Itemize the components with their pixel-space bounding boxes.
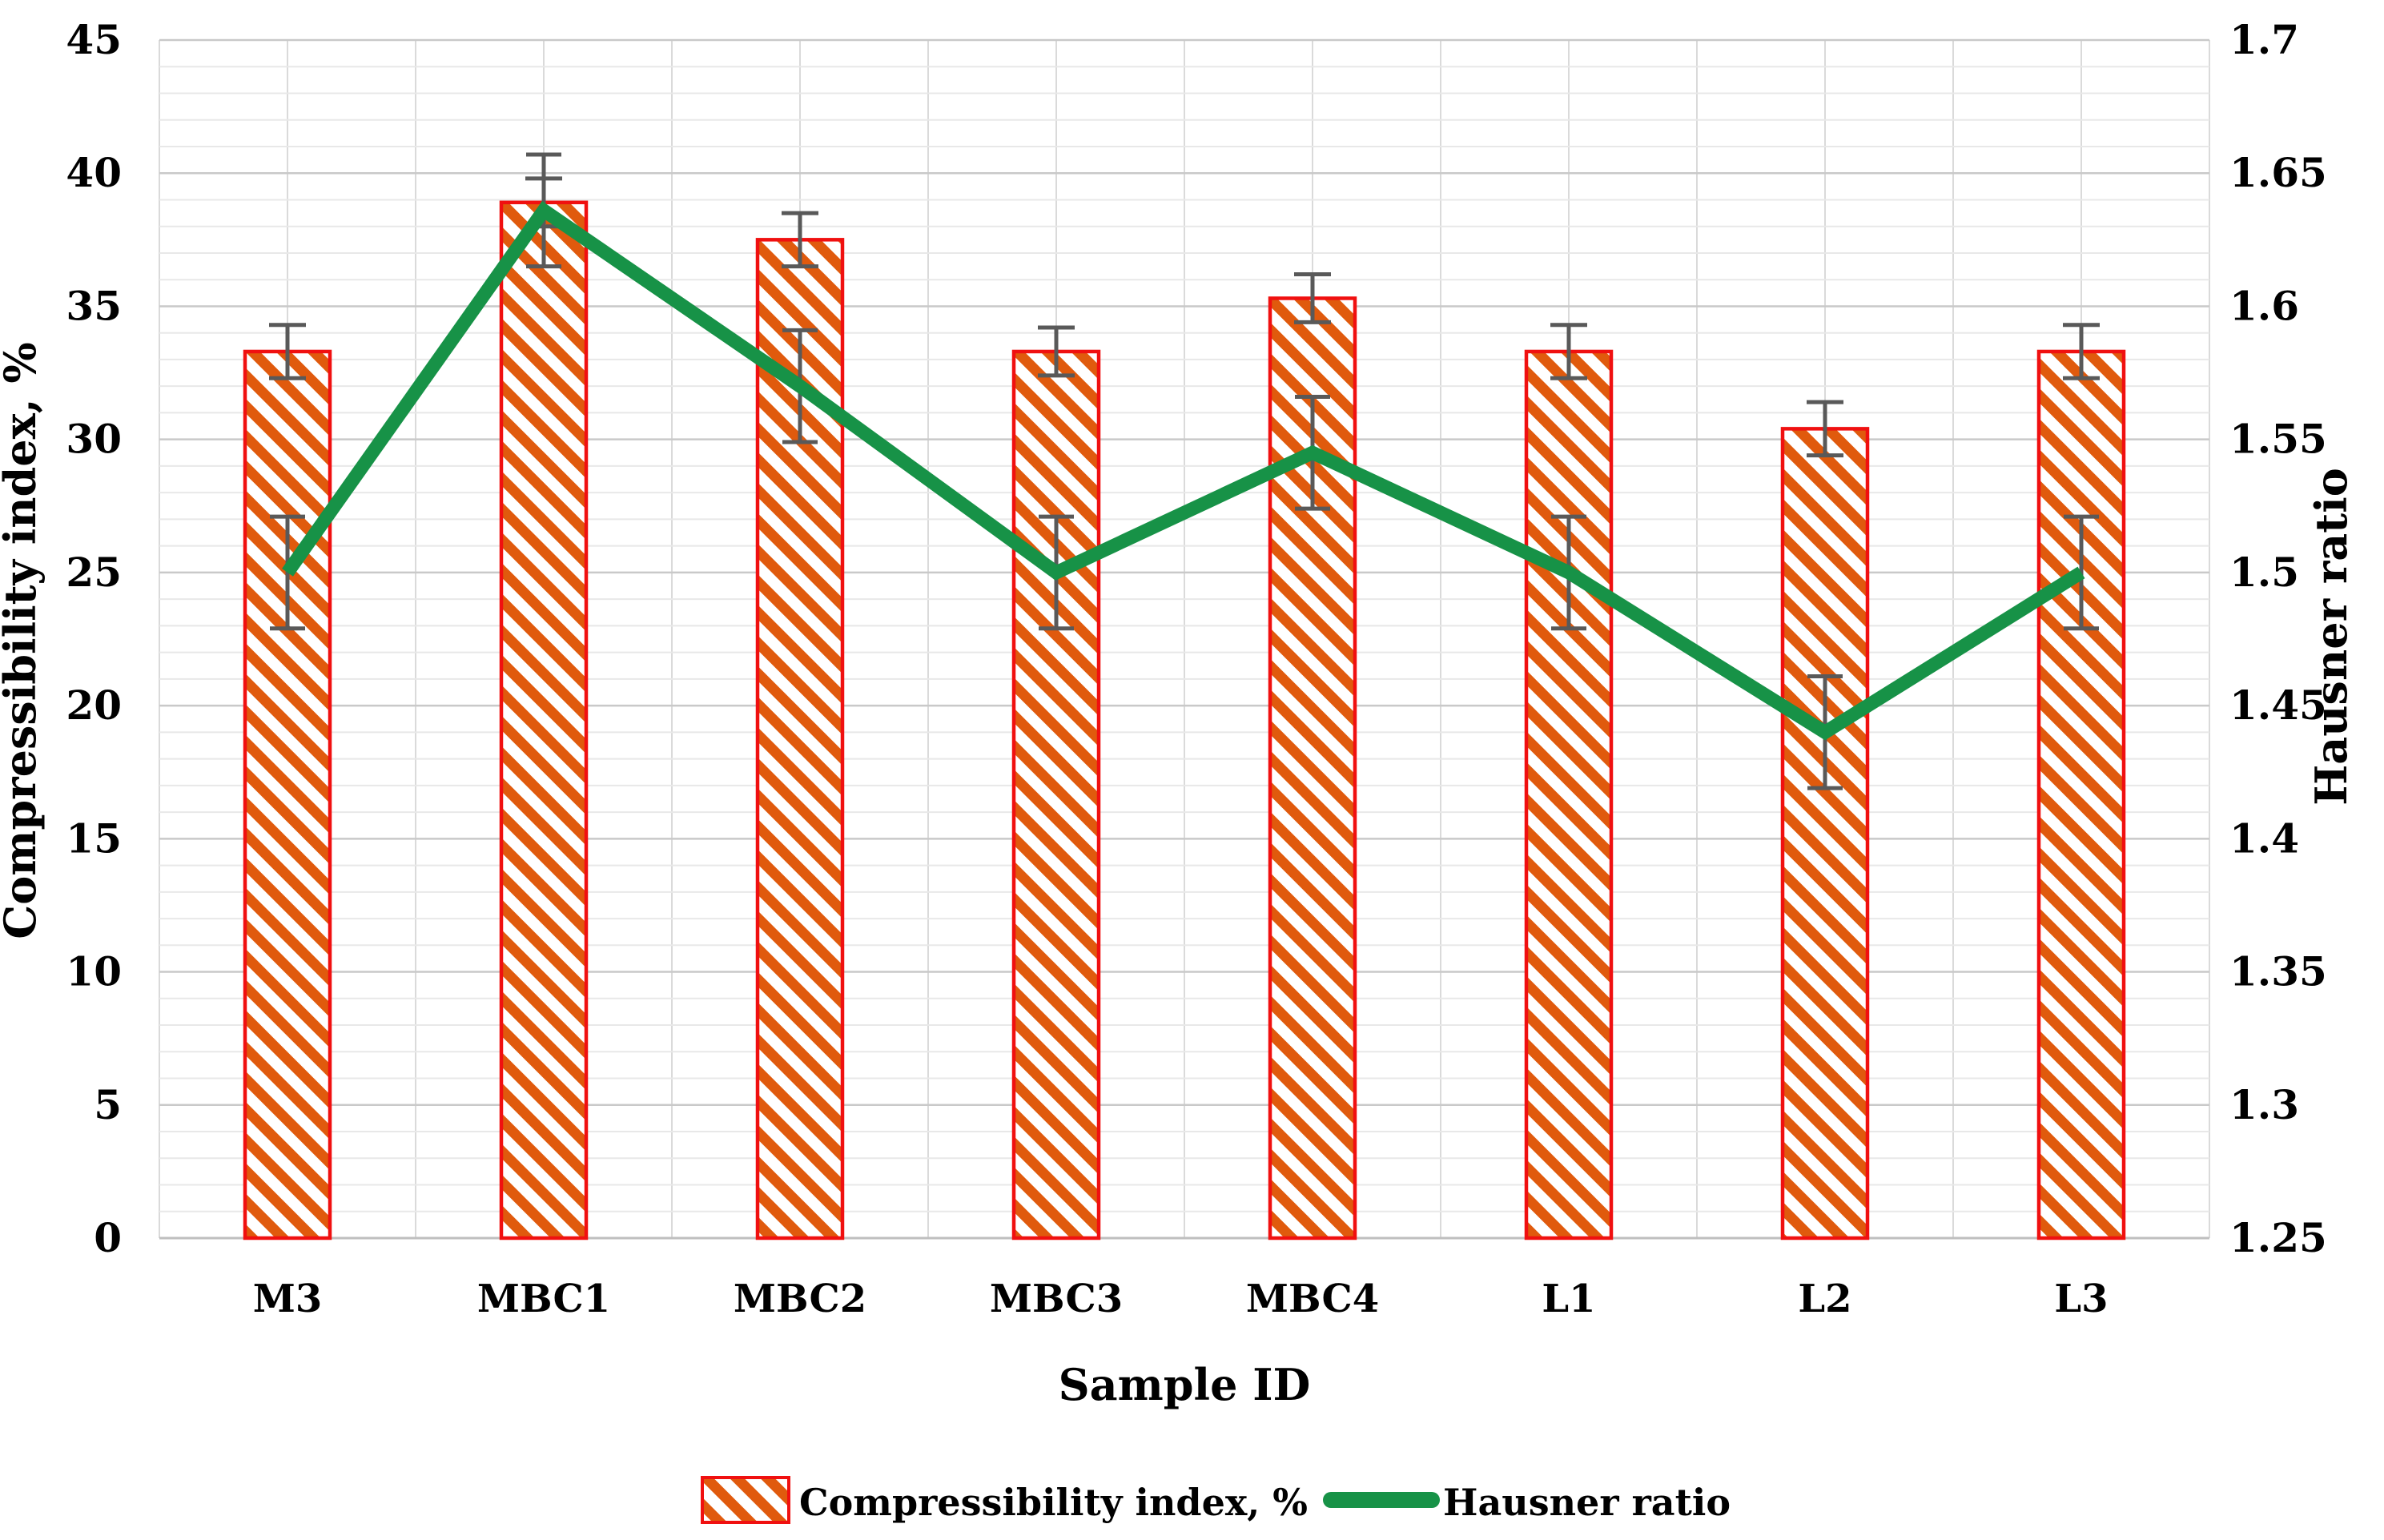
left-axis-tick-5: 5 — [94, 1081, 122, 1128]
left-axis-tick-45: 45 — [66, 16, 122, 63]
right-axis-tick-1.6: 1.6 — [2229, 282, 2299, 329]
hausner-ratio-line — [282, 201, 2085, 741]
right-axis-tick-1.3: 1.3 — [2229, 1081, 2299, 1128]
right-axis-tick-1.55: 1.55 — [2229, 416, 2327, 463]
left-axis-ticks: 0 5 10 15 20 25 30 35 40 45 — [66, 16, 122, 1261]
x-axis-label-MBC2: MBC2 — [734, 1277, 866, 1321]
right-axis-tick-1.35: 1.35 — [2229, 948, 2327, 995]
bar-error-MBC2 — [782, 211, 818, 269]
right-axis-tick-1.65: 1.65 — [2229, 149, 2327, 196]
left-axis-tick-10: 10 — [66, 948, 122, 995]
left-axis-tick-35: 35 — [66, 282, 122, 329]
x-axis-labels: M3 MBC1 MBC2 MBC3 MBC4 L1 L2 L3 — [253, 1277, 2109, 1321]
x-axis-label-MBC1: MBC1 — [477, 1277, 610, 1321]
bars-series — [243, 200, 2126, 1240]
legend-swatch-compressibility — [701, 1476, 790, 1524]
left-axis-tick-15: 15 — [66, 814, 122, 862]
line-error-bars — [270, 152, 2099, 790]
legend-label-hausner: Hausner ratio — [1443, 1481, 1731, 1524]
left-axis-tick-30: 30 — [66, 416, 122, 463]
legend-label-compressibility: Compressibility index, % — [799, 1481, 1308, 1524]
legend: Compressibility index, % Hausner ratio — [701, 1476, 1731, 1524]
right-axis-tick-1.4: 1.4 — [2229, 814, 2299, 862]
x-axis-label-L2: L2 — [1798, 1277, 1851, 1321]
right-axis-tick-1.25: 1.25 — [2229, 1214, 2327, 1261]
x-axis-label-MBC3: MBC3 — [990, 1277, 1123, 1321]
left-axis-title: Compressibility index, % — [0, 342, 46, 939]
right-axis-tick-1.45: 1.45 — [2229, 682, 2327, 729]
left-axis-tick-25: 25 — [66, 549, 122, 596]
bar-MBC3 — [1011, 349, 1101, 1240]
bar-error-MBC4 — [1294, 272, 1331, 324]
bar-L1 — [1524, 349, 1614, 1240]
bar-error-L3 — [2063, 323, 2100, 380]
left-axis-tick-20: 20 — [66, 682, 122, 729]
x-axis-label-M3: M3 — [253, 1277, 323, 1321]
left-axis-tick-0: 0 — [94, 1214, 122, 1261]
right-axis-ticks: 1.25 1.3 1.35 1.4 1.45 1.5 1.55 1.6 1.65 1.7 — [2229, 16, 2327, 1261]
bar-error-MBC3 — [1038, 325, 1075, 378]
bar-error-M3 — [269, 323, 306, 380]
bar-M3 — [243, 349, 332, 1240]
axis-titles: Compressibility index, % Hausner ratio Sam… — [0, 342, 2357, 1410]
x-axis-title: Sample ID — [1059, 1359, 1311, 1410]
right-axis-title: Hausner ratio — [2306, 468, 2357, 805]
x-axis-label-L1: L1 — [1542, 1277, 1595, 1321]
right-axis-tick-1.7: 1.7 — [2229, 16, 2299, 63]
bar-error-L2 — [1807, 400, 1843, 458]
left-axis-tick-40: 40 — [66, 149, 122, 196]
bar-error-L1 — [1550, 323, 1587, 380]
x-axis-label-MBC4: MBC4 — [1246, 1277, 1379, 1321]
bar-MBC1 — [499, 200, 589, 1240]
bar-L3 — [2036, 349, 2126, 1240]
x-axis-label-L3: L3 — [2054, 1277, 2108, 1321]
bar-L2 — [1780, 427, 1870, 1240]
right-axis-tick-1.5: 1.5 — [2229, 549, 2299, 596]
